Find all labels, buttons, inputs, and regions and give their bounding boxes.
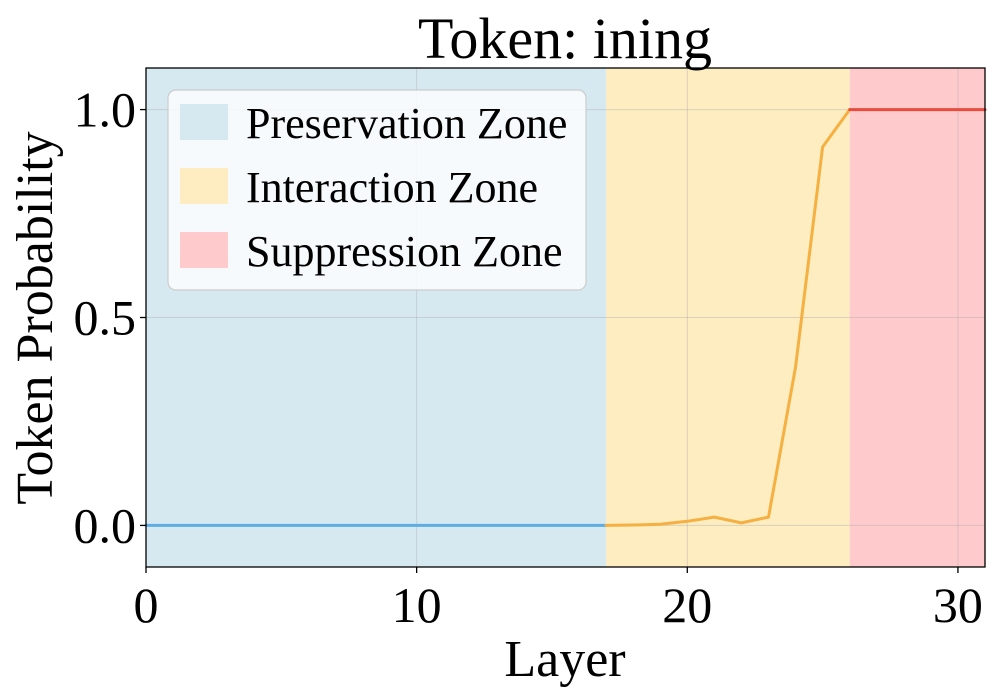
zone-band-2 bbox=[849, 68, 985, 567]
x-tick-label: 20 bbox=[662, 577, 712, 633]
x-tick-label: 0 bbox=[134, 577, 159, 633]
y-tick-label: 0.0 bbox=[74, 497, 137, 553]
legend-box bbox=[167, 89, 587, 291]
legend-swatch-1 bbox=[180, 168, 228, 204]
chart-title: Token: ining bbox=[418, 6, 712, 71]
legend-label-0: Preservation Zone bbox=[246, 99, 567, 148]
series-lines bbox=[144, 108, 987, 527]
x-tick-label: 30 bbox=[933, 577, 983, 633]
series-line-1 bbox=[604, 108, 852, 527]
legend-label-2: Suppression Zone bbox=[246, 227, 563, 276]
x-tick-label: 10 bbox=[392, 577, 442, 633]
y-axis-label: Token Probability bbox=[7, 131, 64, 504]
legend-swatch-0 bbox=[180, 104, 228, 140]
zone-band-1 bbox=[606, 68, 850, 567]
legend-swatch-2 bbox=[180, 232, 228, 268]
x-axis-label: Layer bbox=[504, 631, 625, 688]
legend: Preservation Zone Interaction Zone Suppres… bbox=[167, 89, 587, 291]
y-tick-label: 0.5 bbox=[74, 290, 137, 346]
legend-label-1: Interaction Zone bbox=[246, 163, 538, 212]
axis-ticks: 0 10 20 30 0.0 0.5 1.0 bbox=[74, 82, 983, 633]
y-tick-label: 1.0 bbox=[74, 82, 137, 138]
